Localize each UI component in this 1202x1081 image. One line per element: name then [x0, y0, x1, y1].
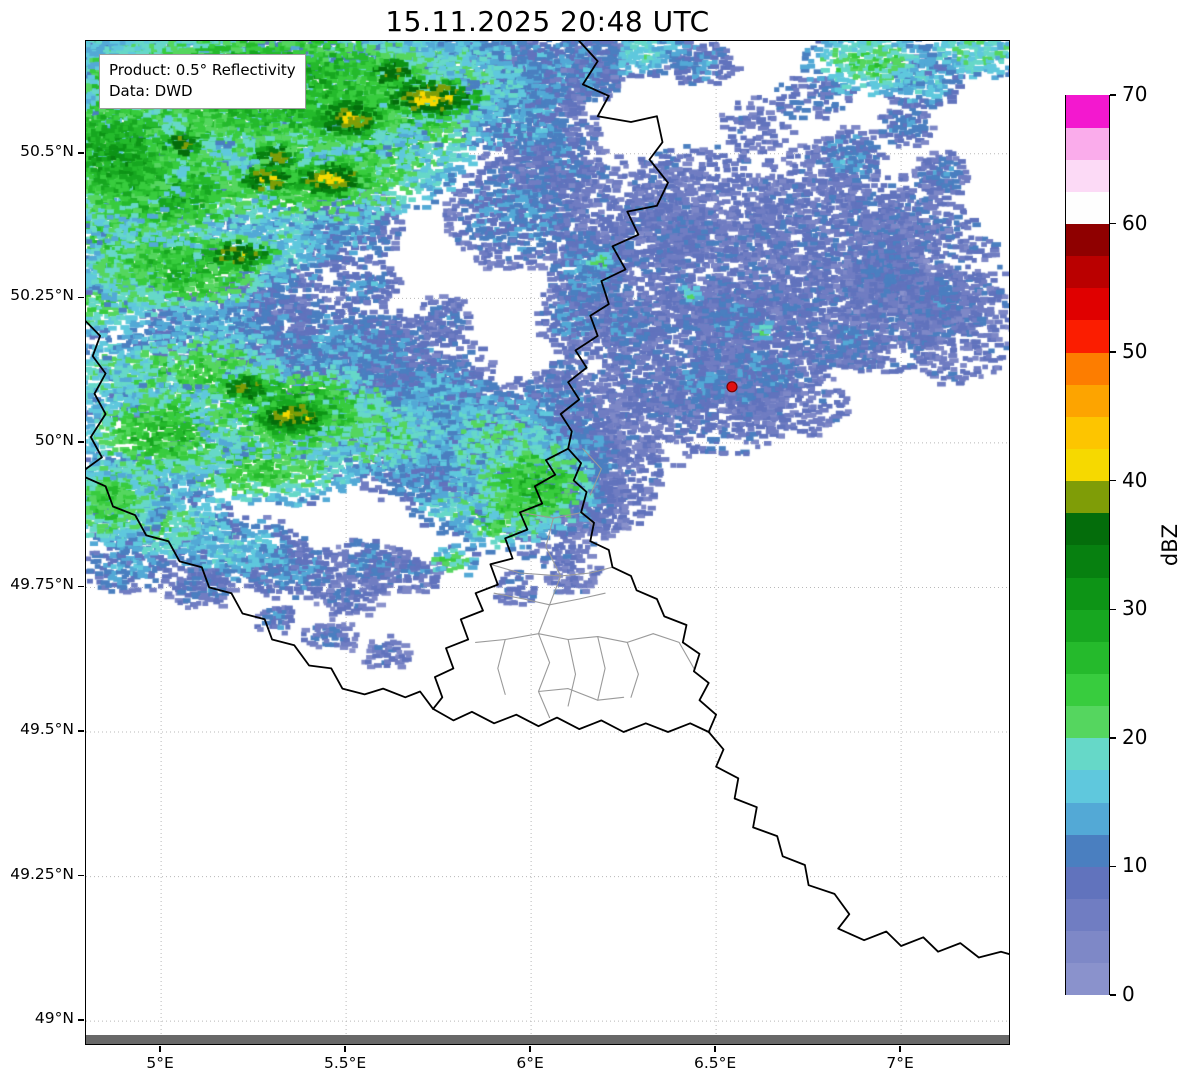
colorbar-segment: [1066, 319, 1109, 353]
colorbar-ticklabel: 40: [1122, 467, 1148, 492]
x-axis-tick: [714, 1046, 716, 1052]
colorbar: [1065, 94, 1110, 996]
x-axis-ticklabel: 5°E: [146, 1054, 174, 1072]
x-axis-ticklabel: 6°E: [516, 1054, 544, 1072]
colorbar-segment: [1066, 962, 1109, 996]
colorbar-segment: [1066, 94, 1109, 128]
product-line: Product: 0.5° Reflectivity: [109, 61, 296, 79]
colorbar-tick: [1110, 608, 1116, 611]
y-axis-tick: [78, 730, 84, 732]
colorbar-segment: [1066, 898, 1109, 932]
colorbar-tick: [1110, 222, 1116, 225]
colorbar-ticklabel: 10: [1122, 853, 1148, 878]
colorbar-segment: [1066, 769, 1109, 803]
y-axis-tick: [78, 874, 84, 877]
x-axis-tick: [899, 1046, 901, 1052]
colorbar-segment: [1066, 834, 1109, 867]
figure-title: 15.11.2025 20:48 UTC: [385, 5, 710, 38]
colorbar-segment: [1066, 576, 1109, 610]
colorbar-segment: [1066, 930, 1109, 964]
colorbar-segment: [1066, 512, 1109, 546]
colorbar-tick: [1110, 479, 1116, 482]
x-axis-ticklabel: 5.5°E: [324, 1054, 367, 1072]
colorbar-segment: [1066, 641, 1109, 674]
colorbar-segment: [1066, 609, 1109, 642]
y-axis-tick: [78, 296, 84, 299]
colorbar-segment: [1066, 126, 1109, 160]
colorbar-ticklabel: 60: [1122, 210, 1148, 235]
y-axis-ticklabel: 50.5°N: [20, 141, 74, 160]
colorbar-segment: [1066, 480, 1109, 514]
x-axis-ticklabel: 7°E: [886, 1054, 914, 1072]
colorbar-tick: [1110, 737, 1116, 739]
colorbar-axis-label: dBZ: [1158, 523, 1182, 567]
colorbar-segment: [1066, 384, 1109, 417]
x-axis-tick: [529, 1046, 531, 1052]
colorbar-segment: [1066, 223, 1109, 257]
colorbar-segment: [1066, 255, 1109, 289]
colorbar-segment: [1066, 673, 1109, 707]
colorbar-ticklabel: 50: [1122, 339, 1148, 364]
colorbar-segment: [1066, 544, 1109, 578]
product-info-box: Product: 0.5° Reflectivity Data: DWD: [99, 54, 306, 109]
colorbar-segment: [1066, 705, 1109, 739]
y-axis-ticklabel: 49.75°N: [10, 575, 74, 594]
country-borders-overlay: [86, 41, 1009, 959]
y-axis-ticklabel: 50.25°N: [10, 286, 74, 305]
data-source-line: Data: DWD: [109, 82, 193, 100]
x-axis-tick: [344, 1046, 346, 1052]
colorbar-tick: [1110, 865, 1116, 868]
y-axis-ticklabel: 50°N: [34, 430, 74, 449]
radar-range-edge-band: [86, 1035, 1009, 1044]
colorbar-segment: [1066, 159, 1109, 192]
y-axis-ticklabel: 49°N: [34, 1009, 74, 1028]
colorbar-segment: [1066, 448, 1109, 482]
colorbar-segment: [1066, 191, 1109, 224]
y-axis-tick: [78, 152, 84, 154]
colorbar-ticklabel: 30: [1122, 596, 1148, 621]
y-axis-ticklabel: 49.25°N: [10, 864, 74, 883]
colorbar-tick: [1110, 994, 1116, 996]
colorbar-ticklabel: 20: [1122, 724, 1148, 749]
colorbar-segments: [1066, 94, 1109, 996]
colorbar-segment: [1066, 351, 1109, 385]
x-axis-ticklabel: 6.5°E: [694, 1054, 737, 1072]
colorbar-segment: [1066, 416, 1109, 449]
colorbar-tick: [1110, 351, 1116, 353]
map-area: Product: 0.5° Reflectivity Data: DWD: [85, 40, 1010, 1045]
colorbar-tick: [1110, 94, 1116, 96]
x-axis-tick: [159, 1046, 161, 1052]
location-marker: [726, 381, 738, 393]
colorbar-segment: [1066, 801, 1109, 835]
y-axis-tick: [78, 1019, 84, 1021]
colorbar-segment: [1066, 287, 1109, 321]
colorbar-segment: [1066, 866, 1109, 899]
y-axis-tick: [78, 441, 84, 443]
colorbar-ticklabel: 0: [1122, 982, 1135, 1006]
y-axis-tick: [78, 585, 84, 588]
colorbar-ticklabel: 70: [1122, 82, 1148, 106]
colorbar-segment: [1066, 737, 1109, 771]
y-axis-ticklabel: 49.5°N: [20, 720, 74, 738]
